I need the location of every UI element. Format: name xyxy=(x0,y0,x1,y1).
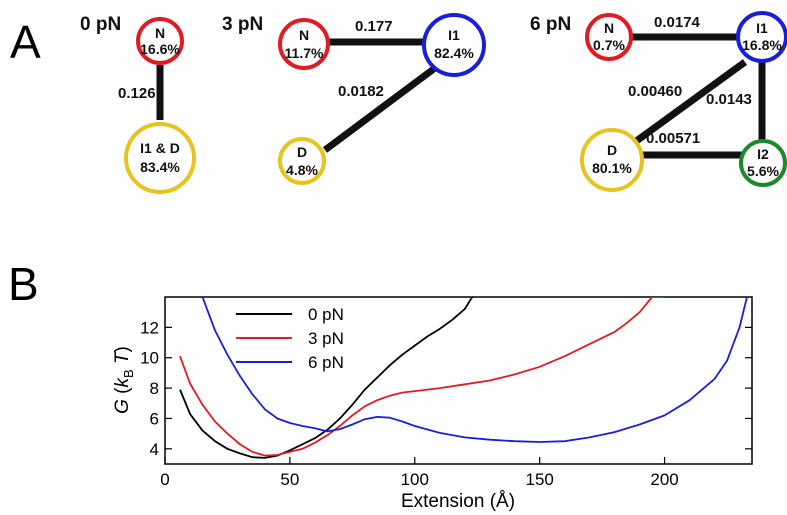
node-d-3pn-pct: 4.8% xyxy=(286,162,318,178)
y-axis-label: G (kB T) xyxy=(112,346,136,414)
series-line-6pn xyxy=(201,297,748,443)
node-n-6pn-name: N xyxy=(604,20,614,36)
node-i2-6pn-name: I2 xyxy=(757,146,769,162)
y-tick-label-1: 6 xyxy=(150,409,159,428)
x-tick-label-4: 200 xyxy=(650,470,678,489)
force-label-3pn: 3 pN xyxy=(222,14,263,35)
chart-legend: 0 pN 3 pN 6 pN xyxy=(236,305,344,372)
node-i1-3pn-name: I1 xyxy=(448,27,460,43)
legend-label-1: 3 pN xyxy=(308,329,344,348)
network-6pn: 6 pN 0.0174 0.00460 0.0143 0.00571 N 0.7… xyxy=(530,11,787,192)
node-n-3pn xyxy=(278,18,330,70)
edge-label-n-i1-3pn: 0.177 xyxy=(355,18,393,35)
node-i1-3pn-pct: 82.4% xyxy=(434,45,474,61)
edge-label-d-i2-6pn: 0.00571 xyxy=(646,130,700,147)
panel-a-letter: A xyxy=(10,16,41,68)
legend-label-2: 6 pN xyxy=(308,353,344,372)
x-tick-label-3: 150 xyxy=(525,470,553,489)
node-n-0pn xyxy=(136,17,184,65)
node-d-3pn-name: D xyxy=(297,144,307,160)
edge-label-i1-d-6pn: 0.00460 xyxy=(628,83,682,100)
network-3pn: 3 pN 0.177 0.0182 N 11.7% I1 82.4% D 4.8… xyxy=(222,13,486,185)
node-d-0pn-pct: 83.4% xyxy=(140,159,180,175)
series-layer xyxy=(179,297,748,459)
edge-i1-d-3pn xyxy=(322,65,438,153)
node-i1-6pn xyxy=(736,11,787,63)
force-label-0pn: 0 pN xyxy=(80,14,121,35)
node-d-0pn-name: I1 & D xyxy=(140,140,180,156)
y-tick-label-4: 12 xyxy=(140,318,159,337)
network-0pn: 0 pN 0.126 N 16.6% I1 & D 83.4% xyxy=(80,14,196,194)
node-i2-6pn xyxy=(739,139,787,187)
node-n-6pn-pct: 0.7% xyxy=(593,37,625,53)
node-n-0pn-name: N xyxy=(155,25,165,41)
node-d-6pn-pct: 80.1% xyxy=(592,160,632,176)
y-tick-label-2: 8 xyxy=(150,379,159,398)
edge-label-0pn: 0.126 xyxy=(118,85,156,102)
legend-label-0: 0 pN xyxy=(308,305,344,324)
series-line-0pn xyxy=(179,297,473,459)
node-i1-6pn-pct: 16.8% xyxy=(742,37,782,53)
y-tick-label-0: 4 xyxy=(150,440,159,459)
node-d-0pn xyxy=(124,122,196,194)
x-tick-label-2: 100 xyxy=(401,470,429,489)
node-n-6pn xyxy=(585,13,633,61)
edge-label-n-i1-6pn: 0.0174 xyxy=(654,14,701,31)
panel-b-letter: B xyxy=(8,258,39,310)
node-d-6pn xyxy=(580,128,644,192)
node-d-3pn xyxy=(278,137,326,185)
node-i1-3pn xyxy=(422,13,486,77)
node-i2-6pn-pct: 5.6% xyxy=(747,163,779,179)
node-n-3pn-name: N xyxy=(299,27,309,43)
x-tick-label-0: 0 xyxy=(160,470,169,489)
edge-label-i1-i2-6pn: 0.0143 xyxy=(706,91,752,108)
axis-ticks: 0 50 100 150 200 4 6 8 10 12 xyxy=(140,318,752,489)
x-tick-label-1: 50 xyxy=(280,470,299,489)
x-axis-label: Extension (Å) xyxy=(401,491,515,512)
energy-chart: 0 50 100 150 200 4 6 8 10 12 0 pN 3 pN 6 pN Extensi… xyxy=(112,296,753,512)
edge-i1-d-6pn xyxy=(632,59,748,145)
y-tick-label-3: 10 xyxy=(140,349,159,368)
plot-frame xyxy=(164,296,753,465)
node-i1-6pn-name: I1 xyxy=(756,20,768,36)
node-d-6pn-name: D xyxy=(607,142,617,158)
force-label-6pn: 6 pN xyxy=(530,14,571,35)
edge-label-i1-d-3pn: 0.0182 xyxy=(338,83,384,100)
node-n-0pn-pct: 16.6% xyxy=(140,41,180,57)
series-line-3pn xyxy=(179,297,665,457)
node-n-3pn-pct: 11.7% xyxy=(285,45,324,61)
